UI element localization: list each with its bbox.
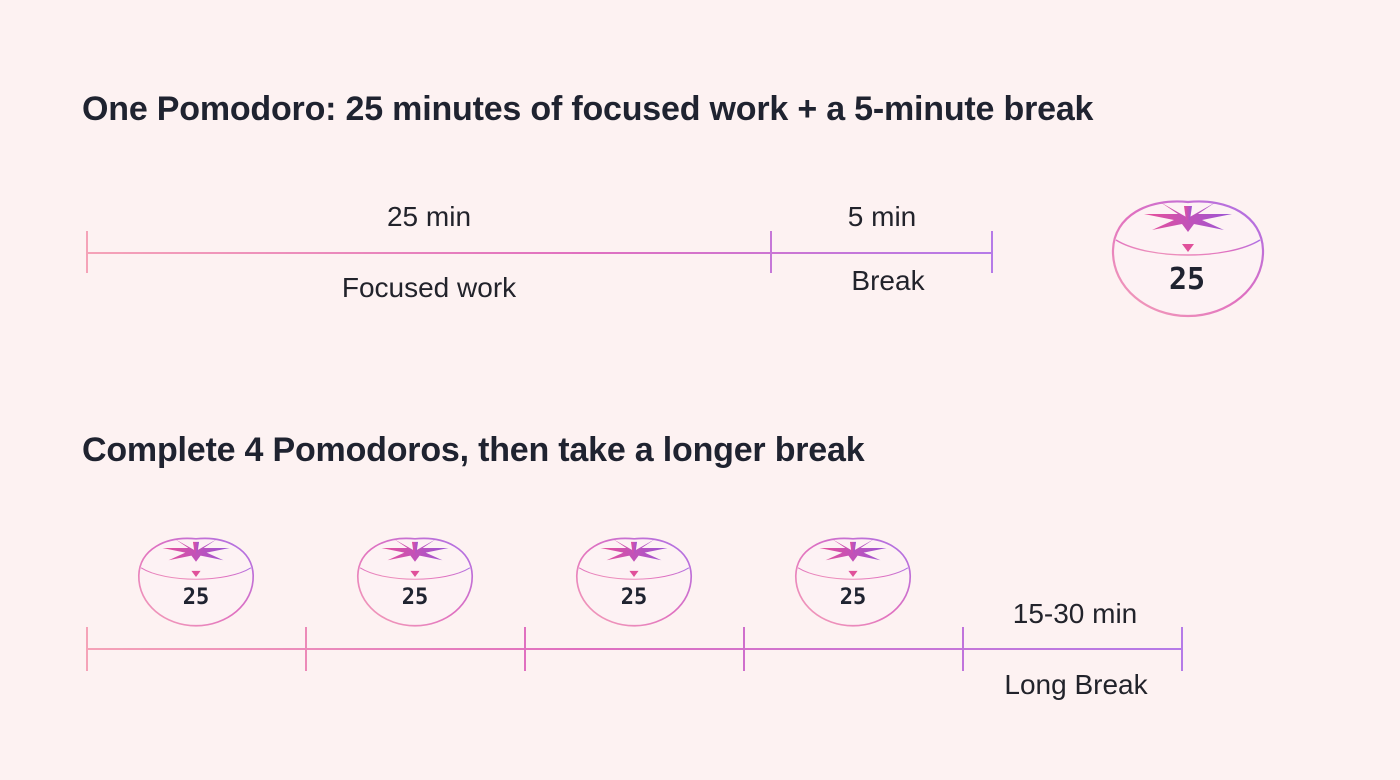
break-duration: 5 min — [847, 201, 917, 232]
equals-sign-icon — [1021, 243, 1088, 261]
work-duration: 25 min — [386, 201, 472, 232]
work-label: Focused work — [341, 272, 517, 303]
section1-title: One Pomodoro: 25 minutes of focused work… — [82, 90, 1094, 128]
timer-value: 25 — [1169, 262, 1205, 297]
tomato-timer-icon: 25 — [356, 537, 474, 627]
timer-value: 25 — [183, 585, 210, 610]
tomato-timer-icon: 25 — [1111, 200, 1265, 318]
timer-value: 25 — [402, 585, 429, 610]
tomato-timer-icon: 25 — [137, 537, 255, 627]
long-break-duration: 15-30 min — [1012, 598, 1138, 629]
section2-title: Complete 4 Pomodoros, then take a longer… — [82, 431, 865, 469]
section2-timeline — [86, 627, 1183, 671]
timer-value: 25 — [840, 585, 867, 610]
break-label: Break — [851, 265, 925, 296]
section1-timeline — [86, 231, 993, 273]
tomato-timer-icon: 25 — [794, 537, 912, 627]
timer-value: 25 — [621, 585, 648, 610]
tomato-timer-icon: 25 — [575, 537, 693, 627]
long-break-label: Long Break — [1004, 669, 1148, 700]
